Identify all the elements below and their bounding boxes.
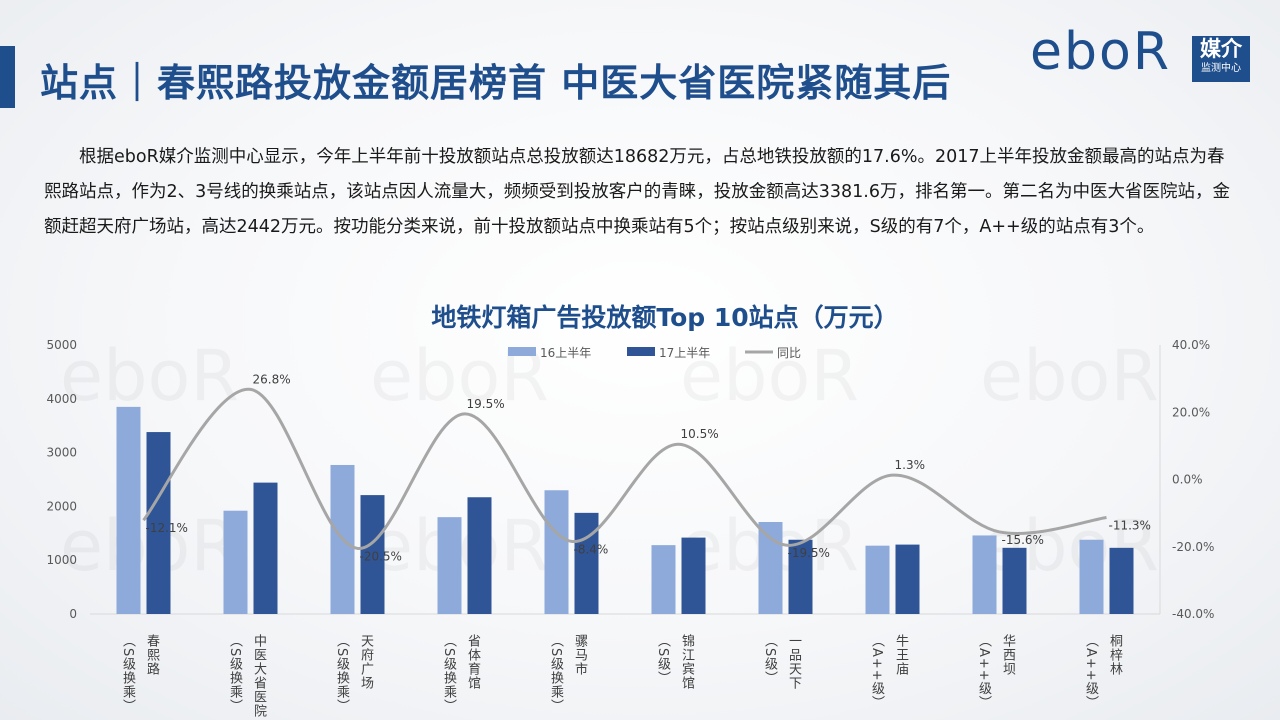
yoy-data-label: 26.8% <box>253 372 291 386</box>
logo-badge: 媒介 监测中心 <box>1192 36 1250 82</box>
y-left-tick-label: 1000 <box>46 553 77 567</box>
y-left-tick-label: 5000 <box>46 338 77 352</box>
category-label: 天府广场 （S级换乘） <box>334 634 374 713</box>
category-tier: （S级换乘） <box>548 634 564 713</box>
category-label: 桐梓林 （A++级） <box>1083 634 1123 710</box>
bar-16h1 <box>116 406 141 614</box>
legend-swatch <box>627 347 655 356</box>
legend-label: 17上半年 <box>659 346 710 360</box>
category-tier: （A++级） <box>869 634 885 710</box>
category-label: 中医大省医院 （S级换乘） <box>227 634 267 718</box>
y-right-tick-label: -40.0% <box>1172 607 1214 621</box>
category-label: 华西坝 （A++级） <box>976 634 1016 710</box>
yoy-data-label: -20.5% <box>360 549 402 563</box>
category-tier: （A++级） <box>976 634 992 710</box>
category-name: 春熙路 <box>144 634 160 676</box>
legend-label: 16上半年 <box>540 346 591 360</box>
category-name: 桐梓林 <box>1107 634 1123 676</box>
ebor-logo: eboR 媒介 监测中心 <box>1030 22 1252 88</box>
category-label: 骡马市 （S级换乘） <box>548 634 588 713</box>
bar-16h1 <box>437 517 462 614</box>
yoy-data-label: 10.5% <box>681 427 719 441</box>
category-name: 天府广场 <box>358 634 374 690</box>
bar-17h1 <box>788 539 813 614</box>
yoy-data-label: -19.5% <box>788 546 830 560</box>
chart-title: 地铁灯箱广告投放额Top 10站点（万元） <box>431 303 899 332</box>
category-tier: （S级换乘） <box>227 634 243 713</box>
station-chart: eboReboReboReboReboReboReboReboR 0100020… <box>46 335 1214 718</box>
bar-17h1 <box>253 482 278 614</box>
category-name: 锦江宾馆 <box>679 634 695 690</box>
y-right-tick-label: 0.0% <box>1172 473 1203 487</box>
category-name: 骡马市 <box>572 634 588 676</box>
yoy-data-label: -12.1% <box>146 521 188 535</box>
page-title: 站点｜春熙路投放金额居榜首 中医大省医院紧随其后 <box>40 61 952 105</box>
yoy-line-layer <box>142 387 1107 550</box>
bar-16h1 <box>651 545 676 614</box>
bar-17h1 <box>895 544 920 614</box>
bar-17h1 <box>1002 547 1027 614</box>
legend-label: 同比 <box>777 346 801 360</box>
title-accent-bar <box>0 46 15 108</box>
bar-16h1 <box>972 535 997 614</box>
category-label: 一品天下 （S级） <box>762 634 802 690</box>
logo-badge-line2: 监测中心 <box>1201 63 1241 74</box>
category-label: 省体育馆 （S级换乘） <box>441 634 481 713</box>
category-name: 牛王庙 <box>893 634 909 676</box>
category-label: 锦江宾馆 （S级） <box>655 634 695 690</box>
bar-16h1 <box>758 522 783 614</box>
yoy-data-label: -11.3% <box>1109 518 1151 532</box>
bar-17h1 <box>360 495 385 614</box>
y-left-tick-label: 3000 <box>46 446 77 460</box>
category-name: 省体育馆 <box>465 634 481 690</box>
category-name: 中医大省医院 <box>251 634 267 718</box>
intro-paragraph: 根据eboR媒介监测中心显示，今年上半年前十投放额站点总投放额达18682万元，… <box>44 147 1230 237</box>
y-right-tick-label: 20.0% <box>1172 405 1210 419</box>
category-tier: （S级换乘） <box>334 634 350 713</box>
category-name: 一品天下 <box>786 634 802 690</box>
y-right-tick-label: -20.0% <box>1172 540 1214 554</box>
logo-wordmark: eboR <box>1030 22 1171 82</box>
category-label: 春熙路 （S级换乘） <box>120 634 160 713</box>
labels-layer: -12.1% 26.8% -20.5% 19.5% -8.4% 10.5% -19.5% 1.… <box>120 372 1151 718</box>
axes-layer: 0 1000 2000 3000 4000 5000 -40.0% -20.0% 0.0% 20.… <box>46 338 1214 621</box>
category-name: 华西坝 <box>1000 634 1016 676</box>
legend: 16上半年 17上半年 同比 <box>508 346 801 360</box>
bar-17h1 <box>146 432 171 614</box>
yoy-data-label: 1.3% <box>895 458 926 472</box>
watermark-text: eboR <box>980 335 1159 417</box>
yoy-data-label: -15.6% <box>1002 533 1044 547</box>
category-tier: （S级换乘） <box>441 634 457 713</box>
bar-16h1 <box>1079 539 1104 614</box>
bar-16h1 <box>865 545 890 614</box>
yoy-data-label: -8.4% <box>574 542 609 556</box>
bars-layer <box>116 406 1134 614</box>
category-tier: （S级） <box>655 634 671 685</box>
y-left-tick-label: 0 <box>69 607 77 621</box>
bar-16h1 <box>544 490 569 614</box>
logo-badge-line1: 媒介 <box>1200 37 1242 61</box>
yoy-data-label: 19.5% <box>467 397 505 411</box>
bar-17h1 <box>467 497 492 614</box>
bar-17h1 <box>1109 547 1134 614</box>
bar-17h1 <box>574 512 599 614</box>
category-tier: （A++级） <box>1083 634 1099 710</box>
legend-swatch <box>508 347 536 356</box>
yoy-line <box>142 387 1107 550</box>
bar-17h1 <box>681 537 706 614</box>
y-left-tick-label: 4000 <box>46 392 77 406</box>
category-tier: （S级） <box>762 634 778 685</box>
watermark-text: eboR <box>60 335 239 417</box>
category-label: 牛王庙 （A++级） <box>869 634 909 710</box>
y-left-tick-label: 2000 <box>46 499 77 513</box>
y-right-tick-label: 40.0% <box>1172 338 1210 352</box>
bar-16h1 <box>223 510 248 614</box>
category-tier: （S级换乘） <box>120 634 136 713</box>
